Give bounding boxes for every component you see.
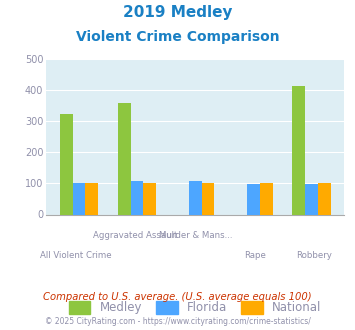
Bar [293,86,305,214]
Bar [189,181,202,214]
Bar [247,184,260,215]
Text: Murder & Mans...: Murder & Mans... [158,231,232,240]
Text: © 2025 CityRating.com - https://www.cityrating.com/crime-statistics/: © 2025 CityRating.com - https://www.city… [45,317,310,326]
Text: All Violent Crime: All Violent Crime [40,251,112,260]
Bar [85,182,98,214]
Text: Aggravated Assault: Aggravated Assault [93,231,178,240]
Bar [260,182,273,214]
Text: Compared to U.S. average. (U.S. average equals 100): Compared to U.S. average. (U.S. average … [43,292,312,302]
Bar [131,181,143,214]
Bar [143,182,156,214]
Text: 2019 Medley: 2019 Medley [123,5,232,20]
Bar [72,183,85,214]
Bar [118,103,131,214]
Text: Robbery: Robbery [296,251,333,260]
Text: Rape: Rape [244,251,266,260]
Bar [318,182,331,214]
Bar [305,184,318,215]
Bar [60,114,72,214]
Bar [202,182,214,214]
Legend: Medley, Florida, National: Medley, Florida, National [69,301,322,314]
Text: Violent Crime Comparison: Violent Crime Comparison [76,30,279,44]
